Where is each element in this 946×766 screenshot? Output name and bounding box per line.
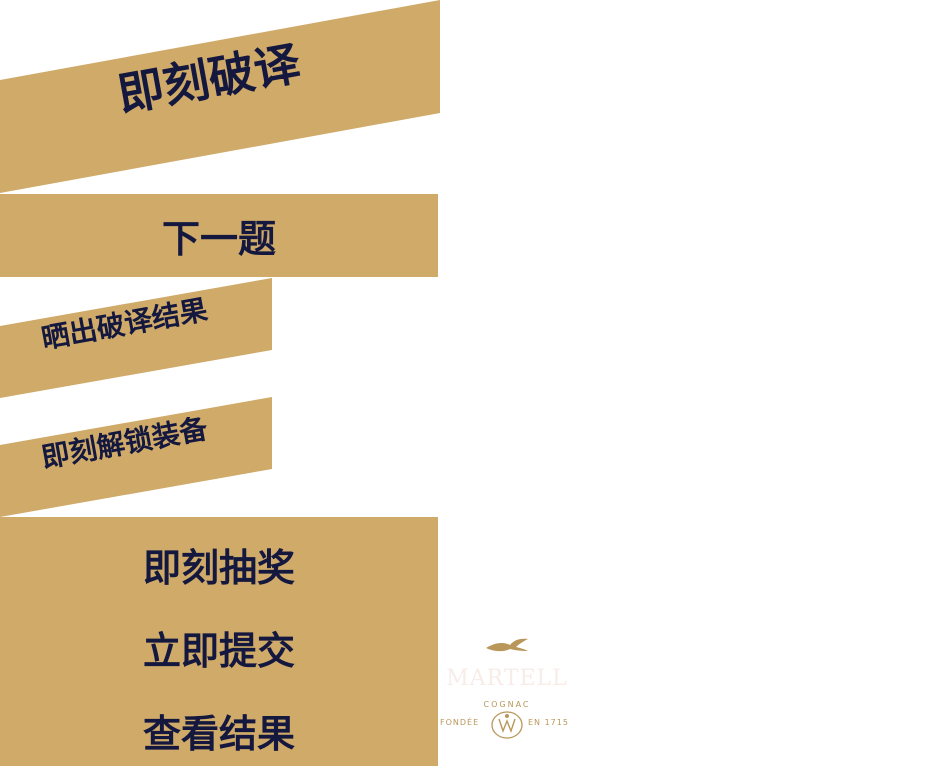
submit-now-label: 立即提交	[142, 629, 295, 673]
logo-brand: MARTELL	[446, 666, 568, 691]
submit-now-button[interactable]: 立即提交	[0, 620, 438, 675]
view-result-label: 查看结果	[142, 712, 295, 756]
logo-founded-right: EN 1715	[528, 718, 569, 727]
unlock-gear-button[interactable]: 即刻解锁装备	[0, 397, 272, 517]
decode-now-button[interactable]: 即刻破译	[0, 0, 440, 193]
swallow-icon	[486, 638, 528, 652]
martell-logo: MARTELL COGNAC FONDÉE EN 1715	[438, 632, 576, 752]
unlock-gear-label: 即刻解锁装备	[38, 411, 211, 475]
share-result-label: 晒出破译结果	[38, 292, 211, 356]
share-result-button[interactable]: 晒出破译结果	[0, 278, 272, 398]
view-result-button[interactable]: 查看结果	[0, 703, 438, 758]
draw-now-button[interactable]: 即刻抽奖	[0, 537, 438, 592]
decode-now-label: 即刻破译	[113, 35, 305, 122]
logo-sub: COGNAC	[483, 700, 531, 709]
action-button-stack: 即刻抽奖 立即提交 查看结果	[0, 517, 438, 766]
draw-now-label: 即刻抽奖	[142, 546, 295, 590]
crest-icon	[491, 711, 523, 739]
next-question-button[interactable]: 下一题	[0, 194, 438, 277]
logo-founded-left: FONDÉE	[440, 718, 480, 727]
next-question-label: 下一题	[161, 217, 276, 261]
